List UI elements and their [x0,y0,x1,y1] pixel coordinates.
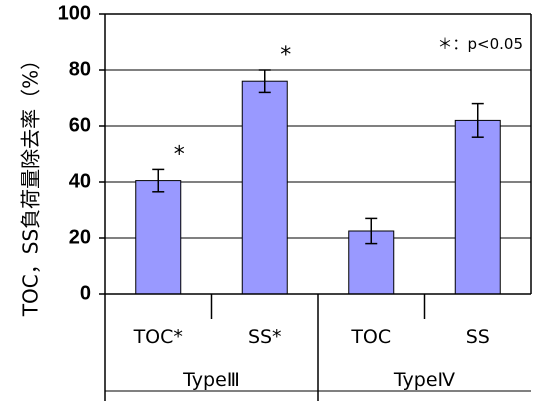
y-tick-labels: 0 20 40 60 80 100 [58,2,91,304]
category-label: SS* [248,326,282,348]
y-axis-label: TOC，SS負荷量除去率（%） [19,50,43,317]
bar [241,80,288,295]
group-label: TypeⅢ [182,369,240,391]
error-bars [152,69,484,245]
group-label: TypeⅣ [393,369,456,391]
y-tick-label: 100 [58,2,91,24]
group-labels: TypeⅢ TypeⅣ [182,369,455,391]
y-tick-label: 20 [69,226,91,248]
y-tick-label: 80 [69,58,91,80]
category-labels: TOC* SS* TOC SS [133,326,490,348]
significance-markers: ** [174,43,292,167]
bar [135,180,182,295]
significance-marker: * [280,43,291,68]
category-label: SS [466,326,490,348]
significance-marker: * [174,142,185,167]
y-tick-label: 40 [69,170,91,192]
category-label: TOC [350,326,391,348]
category-label: TOC* [133,326,183,348]
y-tick-label: 60 [69,114,91,136]
significance-note: ＊：p<0.05 [438,35,524,53]
bar [454,119,501,295]
y-tick-label: 0 [80,282,91,304]
bars [135,80,501,295]
axes [99,13,532,401]
